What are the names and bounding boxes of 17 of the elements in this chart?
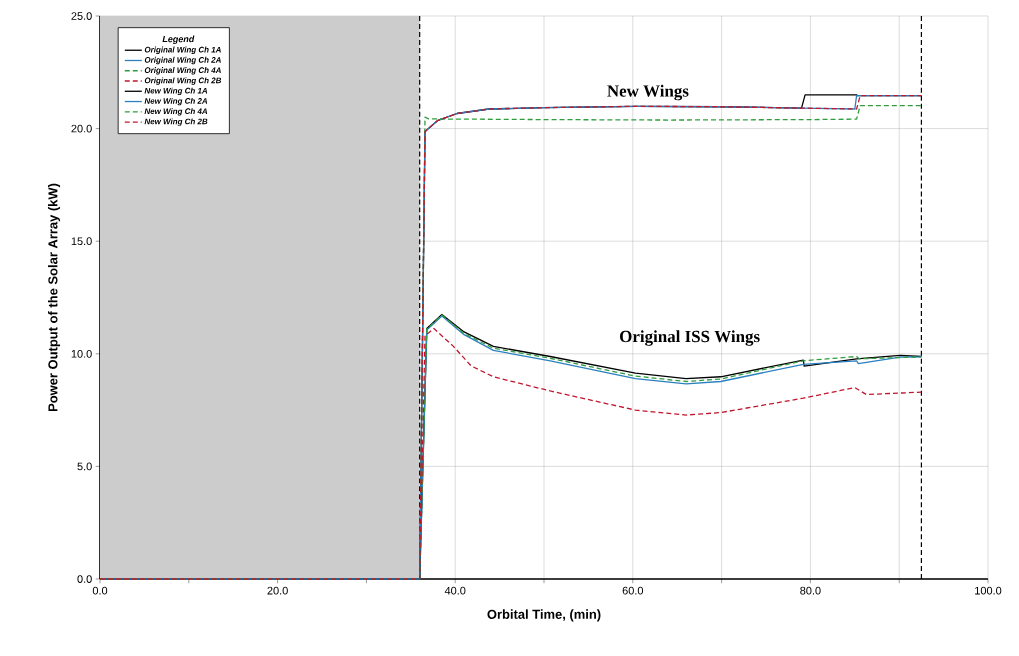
- x-tick-label: 40.0: [444, 586, 466, 595]
- x-axis-title: Orbital Time, (min): [487, 609, 601, 622]
- y-tick-label: 20.0: [71, 124, 92, 133]
- annotation: Original ISS Wings: [620, 330, 760, 346]
- x-tick-label: 60.0: [622, 586, 644, 595]
- annotation: New Wings: [607, 84, 689, 101]
- y-tick-label: 25.0: [71, 12, 92, 20]
- legend-title: Legend: [162, 35, 195, 44]
- y-tick-label: 10.0: [71, 349, 92, 358]
- y-axis-title: Power Output of the Solar Array (kW): [47, 183, 61, 412]
- x-tick-label: 20.0: [267, 586, 288, 595]
- x-tick-label: 0.0: [92, 586, 108, 595]
- x-tick-label: 80.0: [800, 586, 821, 595]
- y-tick-label: 15.0: [71, 237, 92, 246]
- x-tick-label: 100.0: [975, 586, 1002, 595]
- y-tick-label: 5.0: [77, 462, 92, 471]
- y-tick-label: 0.0: [77, 575, 92, 583]
